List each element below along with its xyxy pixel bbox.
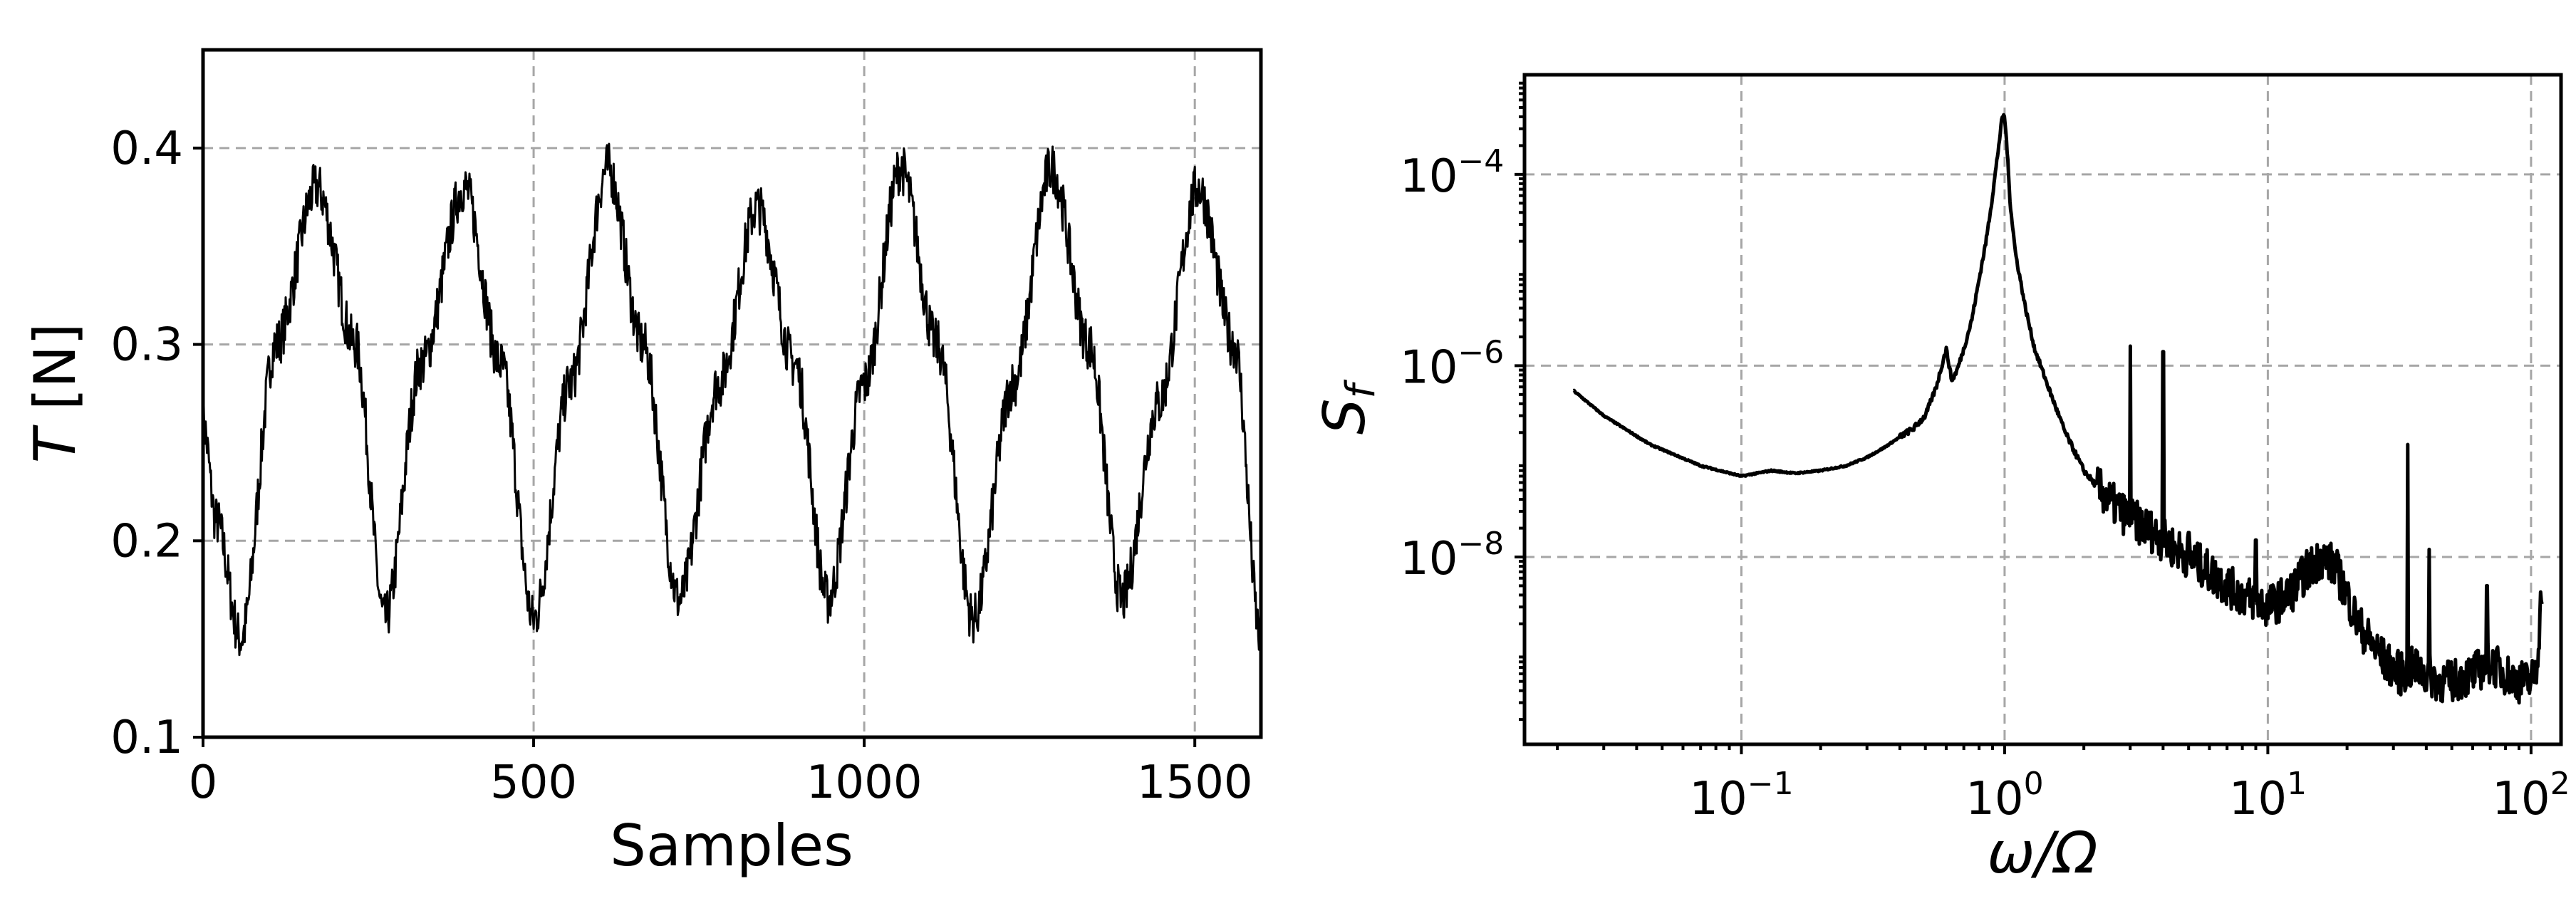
left-x-axis-label: Samples — [610, 813, 853, 879]
right-data — [1572, 113, 2544, 705]
left-series-tension — [202, 142, 1262, 657]
right-series-spectrum — [1572, 113, 2544, 705]
left-x-tick-label: 1500 — [1137, 756, 1253, 809]
left-y-tick-label: 0.1 — [110, 712, 183, 764]
left-ticks: 0 500 1000 1500 0.1 0.2 0.3 0.4 — [110, 123, 1252, 809]
right-x-tick-label: 100 — [1965, 766, 2043, 826]
left-plot-frame — [201, 48, 1263, 739]
left-y-axis-label: T [N] — [22, 323, 88, 464]
left-x-tick-label: 1000 — [806, 756, 923, 809]
right-x-axis-label: ω/Ω — [1987, 820, 2097, 886]
right-x-tick-label: 102 — [2492, 766, 2570, 826]
left-chart-panel: 0 500 1000 1500 0.1 0.2 0.3 0.4 Samples T [N] — [22, 48, 1263, 879]
right-ticks: 10−1 100 101 102 10−8 10−6 10−4 — [1400, 81, 2570, 826]
right-grid — [1525, 75, 2561, 744]
left-y-tick-label: 0.4 — [110, 123, 183, 175]
right-x-tick-label: 10−1 — [1689, 766, 1793, 826]
left-data — [202, 142, 1262, 657]
right-plot-frame — [1522, 73, 2563, 746]
left-x-tick-label: 500 — [490, 756, 577, 809]
right-x-tick-label: 101 — [2229, 766, 2307, 826]
right-y-tick-label: 10−4 — [1400, 143, 1504, 203]
left-y-tick-label: 0.3 — [110, 319, 183, 372]
right-y-tick-label: 10−6 — [1400, 334, 1504, 394]
left-x-tick-label: 0 — [189, 756, 218, 809]
right-y-tick-label: 10−8 — [1400, 526, 1504, 585]
left-y-tick-label: 0.2 — [110, 515, 183, 568]
